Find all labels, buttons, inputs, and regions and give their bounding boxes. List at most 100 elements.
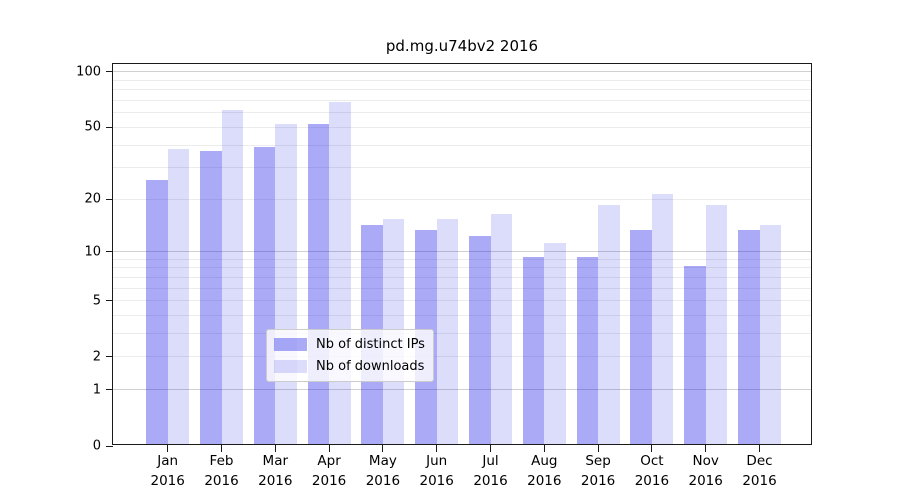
legend-item-downloads: Nb of downloads (274, 359, 424, 374)
bar-distinct-ips (200, 151, 222, 444)
x-axis-tick-label: Jun 2016 (420, 452, 454, 491)
y-axis-tick (106, 300, 113, 302)
bar-downloads (221, 109, 243, 444)
bar-downloads (598, 205, 620, 444)
bar-downloads (705, 205, 728, 444)
x-axis-tick (490, 445, 491, 452)
y-gridline-minor (113, 276, 811, 278)
y-gridline-minor (113, 79, 811, 81)
year-label: 2016 (688, 472, 723, 489)
legend-swatch-distinct-ips (274, 338, 307, 351)
x-axis-tick-label: May 2016 (366, 452, 400, 491)
bar-distinct-ips (522, 257, 545, 444)
y-gridline-minor (113, 167, 811, 169)
y-axis-tick-label: 50 (84, 119, 101, 135)
legend-label-distinct-ips: Nb of distinct IPs (316, 337, 425, 352)
y-axis-tick-label: 1 (92, 382, 101, 398)
x-axis-tick (705, 445, 707, 452)
month-label: Feb (209, 453, 234, 469)
y-gridline-minor (113, 198, 811, 200)
y-axis-tick (106, 251, 113, 253)
month-label: Dec (746, 453, 773, 469)
bar-downloads (651, 193, 674, 444)
bar-distinct-ips (684, 265, 706, 444)
legend: Nb of distinct IPs Nb of downloads (266, 329, 434, 382)
x-axis-tick (382, 445, 384, 452)
bar-distinct-ips (630, 230, 652, 444)
x-axis-tick-label: Oct 2016 (635, 452, 669, 491)
month-label: Jul (482, 453, 499, 469)
y-gridline-minor (113, 89, 811, 91)
bar-distinct-ips (738, 230, 760, 444)
year-label: 2016 (742, 472, 777, 489)
bar-distinct-ips (307, 123, 330, 444)
x-axis-tick-label: Feb 2016 (204, 452, 238, 491)
y-gridline-major (113, 251, 811, 253)
bar-downloads (436, 219, 459, 444)
y-axis-tick-label: 20 (84, 191, 101, 207)
x-axis-tick (651, 445, 653, 452)
y-axis-tick (106, 71, 113, 73)
y-gridline-minor (113, 300, 811, 302)
y-gridline-minor (113, 287, 811, 289)
y-gridline-minor (113, 333, 811, 335)
x-axis-tick (759, 445, 760, 452)
x-axis-tick (597, 445, 599, 452)
month-label: Mar (262, 453, 289, 469)
bar-downloads (490, 214, 512, 444)
month-label: Sep (585, 453, 611, 469)
x-axis-tick (328, 445, 330, 452)
year-label: 2016 (527, 472, 562, 489)
year-label: 2016 (204, 472, 239, 489)
year-label: 2016 (365, 472, 401, 489)
y-gridline-minor (113, 144, 811, 146)
x-axis-tick (436, 445, 438, 452)
bar-distinct-ips (146, 179, 168, 444)
year-label: 2016 (258, 472, 293, 489)
month-label: Apr (317, 453, 341, 469)
year-label: 2016 (150, 472, 185, 489)
x-axis-tick-label: Jul 2016 (473, 452, 507, 491)
y-axis-tick-label: 2 (92, 349, 101, 365)
y-axis-tick (106, 356, 113, 358)
y-axis-tick (106, 126, 113, 128)
year-label: 2016 (473, 472, 508, 489)
x-axis-tick-label: Mar 2016 (258, 452, 292, 491)
y-gridline-minor (113, 267, 811, 269)
y-axis-tick-label: 10 (84, 244, 101, 260)
y-axis-tick (106, 389, 113, 391)
bar-downloads (275, 123, 297, 444)
x-axis-tick (274, 445, 276, 452)
legend-item-distinct-ips: Nb of distinct IPs (274, 337, 425, 352)
y-axis-tick (106, 198, 113, 200)
y-gridline-major (113, 71, 811, 73)
legend-label-downloads: Nb of downloads (316, 359, 425, 374)
month-label: Nov (692, 453, 719, 469)
y-gridline-minor (113, 126, 811, 128)
month-label: May (368, 453, 397, 469)
month-label: Aug (531, 453, 558, 469)
bar-downloads (759, 224, 781, 444)
plot-area: 0 1 2 5 10 20 50 100 Jan 2016 Feb 2016 Mar 2016 Apr 201… (76, 63, 812, 489)
x-axis-tick (167, 445, 169, 452)
y-gridline-major (113, 389, 811, 391)
y-axis-tick-label: 100 (76, 64, 101, 80)
y-gridline-minor (113, 100, 811, 102)
bar-downloads (544, 242, 566, 444)
x-axis-tick-label: Nov 2016 (689, 452, 723, 491)
y-axis-tick-label: 0 (92, 438, 101, 454)
y-gridline-minor (113, 356, 811, 358)
x-axis-tick-label: Sep 2016 (581, 452, 615, 491)
legend-swatch-downloads (274, 360, 307, 373)
x-axis-tick-label: Aug 2016 (527, 452, 561, 491)
year-label: 2016 (311, 472, 347, 489)
month-label: Jan (157, 453, 179, 469)
bar-distinct-ips (253, 147, 276, 444)
year-label: 2016 (419, 472, 454, 489)
x-axis-tick-label: Dec 2016 (742, 452, 776, 491)
y-gridline-minor (113, 112, 811, 114)
x-axis-tick (543, 445, 545, 452)
bar-distinct-ips (576, 257, 599, 444)
bar-downloads (167, 149, 190, 444)
